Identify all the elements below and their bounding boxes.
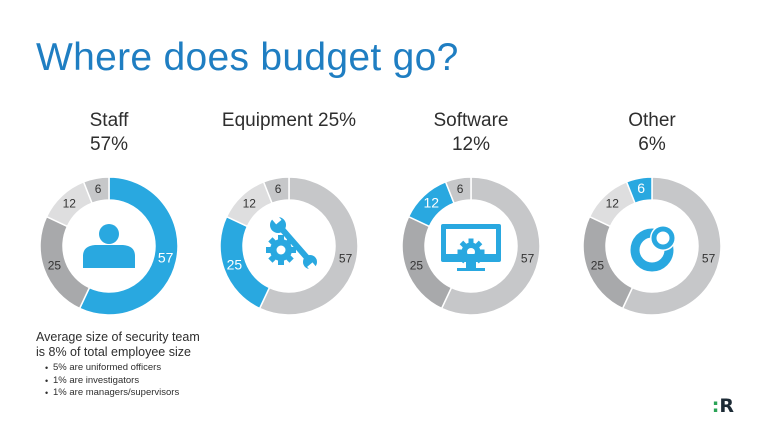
person-icon — [83, 224, 135, 268]
brand-logo: :R — [712, 395, 734, 417]
chart-title-line1: Other — [628, 110, 676, 131]
data-label: 57 — [702, 252, 716, 266]
donut-slice-staff — [78, 176, 179, 316]
page-title: Where does budget go? — [36, 36, 459, 79]
chart-other: Other 6% 57 25 12 6 — [557, 104, 747, 319]
chart-equipment: Equipment 25% 57 25 12 6 — [194, 104, 384, 319]
data-label: 12 — [606, 197, 620, 211]
data-label: 6 — [637, 180, 645, 196]
donut-chart: 57 25 12 6 — [582, 176, 722, 316]
monitor-gear-icon — [441, 224, 501, 271]
data-label: 25 — [48, 259, 62, 273]
chart-title-line2: 6% — [638, 134, 666, 155]
data-label: 25 — [227, 257, 243, 273]
donut-chart: 57 25 12 6 — [401, 176, 541, 316]
chart-staff: Staff 57% 57 25 12 6 — [14, 104, 204, 319]
logo-dots: : — [711, 395, 720, 417]
note-bullet: 1% are investigators — [45, 375, 200, 388]
donut-slice-other — [82, 176, 110, 205]
data-label: 25 — [591, 259, 605, 273]
data-label: 6 — [275, 182, 282, 196]
donut-slice-staff — [258, 176, 359, 316]
data-label: 12 — [243, 197, 257, 211]
data-label: 25 — [410, 259, 424, 273]
note-bullet: 1% are managers/supervisors — [45, 387, 200, 400]
wrench-gear-icon — [266, 212, 319, 274]
data-label: 57 — [339, 252, 353, 266]
chart-title-line1: Staff — [89, 110, 129, 131]
data-label: 12 — [424, 195, 440, 211]
data-label: 6 — [95, 182, 102, 196]
note-bullets: 5% are uniformed officers 1% are investi… — [36, 362, 200, 400]
data-label: 12 — [63, 197, 77, 211]
donut-slice-other — [625, 176, 653, 205]
note-line-2: is 8% of total employee size — [36, 345, 191, 359]
note-bullet: 5% are uniformed officers — [45, 362, 200, 375]
chart-title-line2: 57% — [89, 134, 129, 155]
donut-slice-staff — [440, 176, 541, 316]
chart-software: Software 12% 57 25 12 6 — [376, 104, 566, 319]
data-label: 6 — [457, 182, 464, 196]
chart-title-line2: 12% — [451, 134, 491, 155]
chart-title-line1: Equipment 25% — [221, 110, 357, 131]
note-line-1: Average size of security team — [36, 330, 200, 344]
data-label: 57 — [521, 252, 535, 266]
donut-slice-other — [444, 176, 472, 205]
donut-chart: 57 25 12 6 — [219, 176, 359, 316]
donut-slice-staff — [621, 176, 722, 316]
donut-slice-other — [262, 176, 290, 205]
donut-chart: 57 25 12 6 — [39, 176, 179, 316]
logo-letter: R — [719, 395, 734, 417]
chart-title-line1: Software — [433, 110, 509, 131]
data-label: 57 — [158, 250, 174, 266]
team-size-note: Average size of security team is 8% of t… — [36, 330, 200, 400]
ring-icon — [630, 225, 676, 272]
